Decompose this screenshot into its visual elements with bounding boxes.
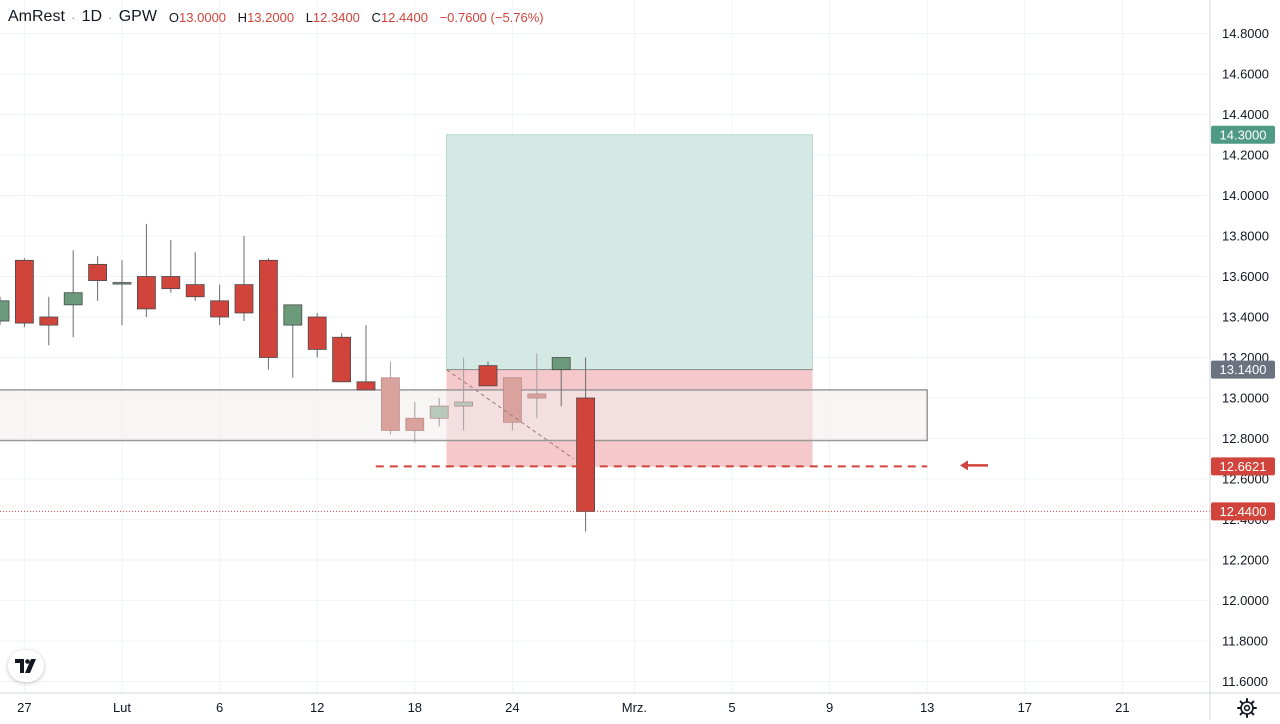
candle-body <box>551 357 571 371</box>
price-tick-label: 13.8000 <box>1222 229 1269 244</box>
candle-body <box>0 300 10 322</box>
price-tag-background <box>1211 125 1275 144</box>
time-tick-label: 27 <box>17 700 31 715</box>
arrow-head <box>960 460 968 471</box>
time-tick-label: 9 <box>826 700 833 715</box>
candle-body <box>14 259 34 324</box>
candle-body <box>234 284 254 314</box>
change-value: −0.7600 (−5.76%) <box>439 9 544 25</box>
open-label: O <box>168 9 180 25</box>
tradingview-logo-icon[interactable] <box>8 650 44 682</box>
candle-body <box>283 304 303 326</box>
close-value: 12.4400 <box>380 9 428 25</box>
candle-body <box>88 263 107 281</box>
candle-body <box>161 276 181 290</box>
time-tick-label: 18 <box>408 700 422 715</box>
time-tick-label: 17 <box>1018 700 1032 715</box>
separator-dot: · <box>70 9 76 25</box>
candle-body <box>454 401 474 407</box>
arrow-left-icon <box>960 460 988 471</box>
separator-dot: · <box>108 9 113 25</box>
candle-body <box>576 397 595 512</box>
price-tick-label: 11.8000 <box>1222 634 1268 649</box>
chart-overlays <box>0 369 1210 512</box>
price-axis[interactable]: 14.8000 14.6000 14.4000 14.2000 14.0000 13.80… <box>1209 0 1269 720</box>
price-tick-label: 12.2000 <box>1222 553 1269 568</box>
candle-body <box>332 336 352 383</box>
time-tick-label: 5 <box>728 700 735 715</box>
price-tick-label: 14.0000 <box>1222 188 1269 203</box>
time-tick-label: 12 <box>310 700 324 715</box>
exchange: GPW <box>118 8 157 25</box>
gear-icon[interactable] <box>1236 697 1258 719</box>
interval[interactable]: 1D <box>81 8 103 25</box>
time-tick-label: Mrz. <box>622 700 647 715</box>
price-tag: 14.3000 <box>1211 125 1275 144</box>
price-tick-label: 14.8000 <box>1222 26 1269 41</box>
candle-body <box>478 365 498 387</box>
low-label: L <box>305 9 313 25</box>
target-zone <box>446 134 814 371</box>
price-tick-label: 13.6000 <box>1222 269 1269 284</box>
price-tag-background <box>1211 457 1275 476</box>
price-tag: 12.6621 <box>1211 457 1275 476</box>
candle-body <box>527 393 547 399</box>
price-tag-label: 14.3000 <box>1220 127 1267 142</box>
price-tag-background <box>1211 502 1275 521</box>
candle-body <box>502 377 522 423</box>
close-label: C <box>371 9 381 25</box>
price-tags: 14.3000 13.1400 12.6621 12.4400 <box>1211 125 1275 521</box>
price-tag-label: 13.1400 <box>1220 362 1267 377</box>
high-label: H <box>237 9 248 25</box>
trade-path-line <box>446 369 574 460</box>
candle-body <box>185 284 205 298</box>
candle-body <box>210 300 230 318</box>
time-tick-label: 24 <box>505 700 519 715</box>
price-tick-label: 14.4000 <box>1222 107 1269 122</box>
price-tick-label: 13.4000 <box>1222 310 1269 325</box>
price-tag: 12.4400 <box>1211 502 1275 521</box>
candle-body <box>63 292 83 306</box>
price-tick-label: 14.6000 <box>1222 67 1269 82</box>
candle-body <box>258 259 278 358</box>
price-tag-label: 12.6621 <box>1220 459 1267 474</box>
ohlc-values: O13.0000 H13.2000 L12.3400 C12.4400 −0.7… <box>169 10 552 25</box>
candle-body <box>356 381 376 391</box>
price-tick-label: 14.2000 <box>1222 148 1269 163</box>
time-axis[interactable]: 27 Lut 6 12 18 24 Mrz. 5 9 13 17 21 <box>0 692 1280 715</box>
price-tag-label: 12.4400 <box>1220 504 1267 519</box>
candle-body <box>136 276 156 310</box>
candles <box>0 223 595 532</box>
time-tick-label: 13 <box>920 700 934 715</box>
candle-body <box>39 316 59 326</box>
low-value: 12.3400 <box>312 9 360 25</box>
high-value: 13.2000 <box>247 9 295 25</box>
time-tick-label: 21 <box>1115 700 1129 715</box>
price-tag: 13.1400 <box>1211 360 1275 379</box>
price-tag-background <box>1211 360 1275 379</box>
candle-body <box>405 417 425 431</box>
price-tick-label: 13.0000 <box>1222 391 1269 406</box>
chart-legend: AmRest · 1D · GPW O13.0000 H13.2000 L12.… <box>8 8 552 26</box>
candle-body <box>429 405 449 419</box>
candle-body <box>380 377 400 431</box>
price-tick-label: 12.0000 <box>1222 593 1269 608</box>
open-value: 13.0000 <box>179 9 227 25</box>
symbol-name[interactable]: AmRest <box>8 8 65 25</box>
price-tick-label: 12.8000 <box>1222 431 1269 446</box>
candle-body <box>112 282 132 285</box>
price-tick-label: 11.6000 <box>1222 674 1268 689</box>
time-tick-label: Lut <box>113 700 131 715</box>
time-tick-label: 6 <box>216 700 223 715</box>
candle-body <box>307 316 327 350</box>
